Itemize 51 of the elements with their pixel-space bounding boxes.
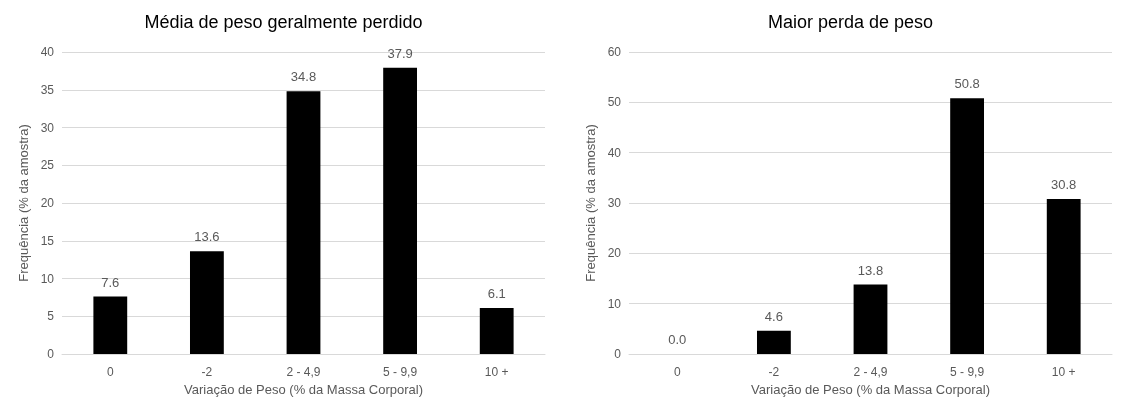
data-label: 34.8	[290, 69, 317, 85]
y-tick-label: 40	[607, 145, 622, 160]
data-label: 13.8	[857, 262, 884, 278]
y-tick-label: 5	[47, 309, 55, 324]
y-tick-label: 0	[47, 347, 55, 361]
y-axis-title: Frequência (% da amostra)	[15, 124, 31, 282]
y-tick-label: 0	[614, 347, 622, 361]
bar	[950, 98, 985, 354]
bar	[1046, 198, 1081, 354]
y-tick-label: 30	[40, 120, 55, 135]
bar	[853, 284, 888, 354]
x-tick-label: 5 - 9,9	[383, 365, 418, 379]
x-tick-label: -2	[201, 365, 213, 379]
x-axis-title: Variação de Peso (% da Massa Corporal)	[751, 381, 990, 397]
bar	[286, 91, 321, 354]
y-tick-label: 30	[607, 196, 622, 210]
data-label: 4.6	[764, 308, 783, 324]
data-label: 30.8	[1051, 176, 1077, 192]
data-label: 6.1	[487, 285, 506, 301]
data-label: 0.0	[668, 332, 687, 347]
x-tick-label: 0	[106, 365, 114, 379]
x-tick-label: 0	[673, 365, 681, 379]
chart-title: Média de peso geralmente perdido	[144, 12, 423, 32]
x-tick-label: 5 - 9,9	[950, 365, 985, 379]
y-tick-label: 50	[607, 95, 622, 110]
x-tick-label: 10 +	[484, 365, 509, 379]
y-tick-label: 35	[40, 82, 55, 97]
data-label: 50.8	[954, 76, 980, 92]
x-axis-title: Variação de Peso (% da Massa Corporal)	[184, 381, 423, 397]
x-tick-label: 2 - 4,9	[286, 365, 321, 379]
chart-title: Maior perda de peso	[767, 12, 934, 32]
y-tick-label: 60	[607, 45, 622, 59]
data-label: 7.6	[101, 274, 120, 290]
bar	[190, 251, 224, 354]
y-tick-label: 15	[40, 233, 55, 248]
x-tick-label: 10 +	[1051, 365, 1076, 379]
bar	[479, 307, 514, 354]
bar	[757, 330, 791, 354]
y-axis-title: Frequência (% da amostra)	[582, 124, 598, 282]
y-tick-label: 25	[40, 158, 55, 173]
y-tick-label: 10	[40, 271, 55, 286]
data-label: 13.6	[194, 229, 220, 245]
y-tick-label: 40	[40, 45, 55, 59]
bar	[93, 296, 128, 354]
y-tick-label: 10	[607, 296, 622, 311]
bar	[383, 67, 418, 354]
x-tick-label: 2 - 4,9	[853, 365, 888, 379]
y-tick-label: 20	[607, 246, 622, 261]
data-label: 37.9	[387, 45, 413, 61]
x-tick-label: -2	[768, 365, 780, 379]
y-tick-label: 20	[40, 196, 55, 210]
